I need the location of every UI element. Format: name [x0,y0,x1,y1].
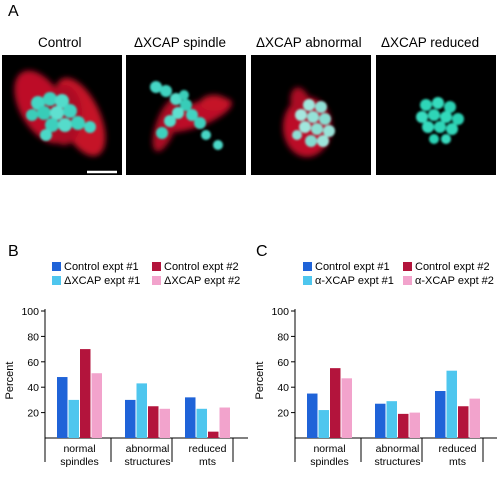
legend-swatch-b-2 [152,262,161,271]
bar-c-1-2 [398,413,409,438]
bar-c-0-0 [307,393,318,438]
micrograph-xcap-abnormal [251,55,371,175]
legend-swatch-c-1 [303,276,312,285]
category-label-c-0-1: spindles [310,456,349,468]
legend-label-b-0: Control expt #1 [64,261,139,273]
panel-letter-c: C [256,243,268,260]
y-tick-label-c-40: 40 [277,382,289,394]
y-tick-label-b-40: 40 [27,382,39,394]
bar-b-0-3 [91,373,102,438]
bar-b-0-1 [68,399,79,438]
micrograph-control [2,55,122,175]
category-label-c-2-0: reduced [439,443,477,455]
y-axis-label-c: Percent [254,362,266,400]
micrograph-label-xcap-reduced: ΔXCAP reduced [381,35,480,50]
legend-swatch-c-3 [403,276,412,285]
category-label-b-2-1: mts [199,456,216,468]
y-tick-label-c-20: 20 [277,408,289,420]
legend-swatch-b-3 [152,276,161,285]
category-label-c-2-1: mts [449,456,466,468]
category-label-b-2-0: reduced [189,443,227,455]
bar-c-0-1 [318,410,329,438]
legend-label-c-3: α-XCAP expt #2 [415,275,494,287]
category-label-c-1-0: abnormal [376,443,420,455]
bar-b-2-1 [196,408,207,438]
bar-b-2-3 [219,407,230,438]
legend-label-b-3: ΔXCAP expt #2 [164,275,240,287]
micrograph-label-xcap-spindle: ΔXCAP spindle [134,35,227,50]
category-label-c-1-1: structures [374,456,420,468]
bar-b-2-0 [185,397,196,438]
bar-c-0-3 [341,378,352,438]
y-tick-label-b-20: 20 [27,408,39,420]
legend-swatch-b-0 [52,262,61,271]
bar-c-1-1 [386,401,397,438]
legend-swatch-c-0 [303,262,312,271]
bar-c-1-0 [375,403,386,438]
y-tick-label-c-60: 60 [277,357,289,369]
bar-b-1-3 [159,408,170,438]
micrograph-xcap-spindle [126,55,246,175]
legend-label-b-2: Control expt #2 [164,261,239,273]
bar-b-1-2 [148,406,159,438]
category-label-b-1-1: structures [124,456,170,468]
bar-c-2-2 [458,406,469,438]
y-axis-label-b: Percent [4,362,16,400]
legend-swatch-b-1 [52,276,61,285]
bar-c-2-3 [469,398,480,438]
micrograph-label-xcap-abnormal: ΔXCAP abnormal [256,35,362,50]
bar-b-0-0 [57,377,68,438]
panel-letter-a: A [8,3,19,20]
bar-b-1-1 [136,383,147,438]
y-tick-label-b-80: 80 [27,331,39,343]
bar-b-0-2 [80,349,91,438]
y-tick-label-c-100: 100 [271,306,289,318]
category-label-b-1-0: abnormal [126,443,170,455]
y-tick-label-b-100: 100 [21,306,39,318]
panel-letter-b: B [8,243,19,260]
category-label-b-0-0: normal [63,443,95,455]
bar-b-1-0 [125,399,136,438]
category-label-b-0-1: spindles [60,456,99,468]
micrograph-label-control: Control [38,35,82,50]
y-tick-label-c-80: 80 [277,331,289,343]
legend-label-c-1: α-XCAP expt #1 [315,275,394,287]
legend-label-b-1: ΔXCAP expt #1 [64,275,140,287]
y-tick-label-b-60: 60 [27,357,39,369]
legend-swatch-c-2 [403,262,412,271]
legend-label-c-2: Control expt #2 [415,261,490,273]
micrograph-xcap-reduced [376,55,496,175]
bar-b-2-2 [208,431,219,438]
bar-c-2-1 [446,370,457,438]
bar-charts: Control expt #1 ΔXCAP expt #1 Control expt… [4,261,497,468]
category-label-c-0-0: normal [313,443,345,455]
bar-c-0-2 [330,368,341,438]
bar-c-2-0 [435,391,446,438]
legend-label-c-0: Control expt #1 [315,261,390,273]
bar-c-1-3 [409,412,420,438]
